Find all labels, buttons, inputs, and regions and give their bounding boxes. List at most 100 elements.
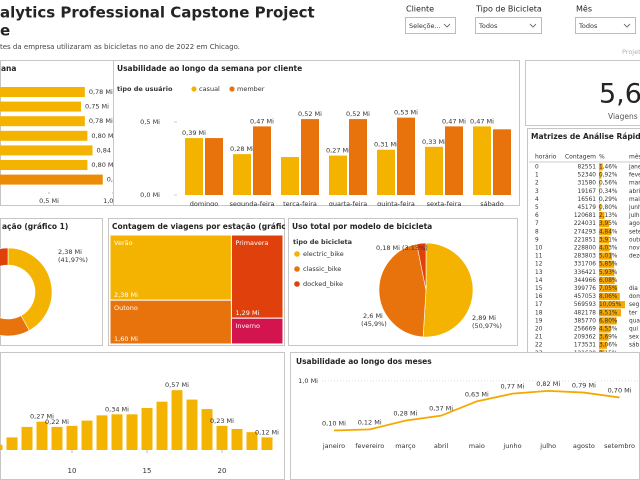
table-cell: 399776 [574,286,596,292]
table-cell: 5 [535,205,539,211]
filter-dropdown[interactable] [575,17,636,34]
table-data-bar [599,301,625,309]
table-data-bar [599,212,605,220]
panel [290,352,640,480]
donut-slice [0,247,9,267]
table-cell: agosto [629,221,640,227]
table-cell: 21 [535,335,543,341]
bar [0,87,85,97]
value-label: 0,52 Mi [346,110,370,118]
value-label: 0,47 Mi [250,117,274,125]
kpi-value: 5,67 [599,79,640,110]
legend-marker [229,86,235,92]
table-cell: 120681 [574,213,596,219]
table-cell: 3,06% [599,343,618,349]
bar [186,399,198,450]
table-data-bar [599,187,600,195]
table-cell: sex [629,335,639,341]
table-cell: 11 [535,254,543,260]
legend-label: member [237,85,265,93]
dropdown-chevron [529,23,537,28]
table-cell: 31580 [578,181,597,187]
filter-value: Seleçõe... [409,22,441,30]
bar [171,390,183,450]
value-label: 0,27 Mi [326,147,350,155]
bar [253,126,271,195]
bar [205,138,223,195]
x-tick-label: 0,5 Mi [39,197,59,205]
table-cell: 7 [535,221,539,227]
table-cell: 14 [535,278,543,284]
table-cell: junho [628,205,640,211]
value-label: 0,79 Mi [572,382,596,390]
bar [445,126,463,195]
table-data-bar [599,236,610,244]
page-subtitle: tes da empresa utilizaram as bicicletas … [0,43,240,51]
page-title: alytics Professional Capstone Project [0,4,315,22]
chart-title: Uso total por modelo de bicicleta [292,222,432,231]
table-cell: qua [629,318,640,324]
bar [231,429,243,450]
pie-slice [416,242,427,291]
bar [349,119,367,195]
table-cell: 256669 [574,327,596,333]
value-label: 0,27 Mi [30,413,54,421]
table-cell: 5,01% [599,254,618,260]
page-title-line2: e [0,22,10,40]
table-cell: 5,85% [599,262,618,268]
table-data-bar [599,341,607,349]
table-cell: 12 [535,262,543,268]
x-tick-label: agosto [573,442,595,450]
table-cell: 3 [535,189,539,195]
table-data-bar [599,179,601,187]
table-data-bar [599,268,615,276]
table-data-bar [599,260,615,268]
table-cell: 19167 [578,189,597,195]
table-cell: 45179 [578,205,597,211]
value-label: 0,78 Mi [89,88,113,96]
bar [0,444,3,450]
panel-content: ação (gráfico 1) 2,38 Mi (41,97%) [0,222,88,337]
table-cell: dia [629,286,638,292]
bar [156,401,168,450]
filter-value: Todos [578,22,598,30]
legend-marker [191,86,197,92]
bar [233,154,251,195]
table-cell: 0,80% [599,205,618,211]
table-data-bar [599,293,620,301]
table-cell: outubro [629,237,640,243]
table-title: Matrizes de Análise Rápida [531,132,640,141]
chart-title: ana [1,64,16,73]
legend-marker [294,266,300,272]
x-tick-label: março [395,442,415,450]
filter-dropdown[interactable] [405,17,456,34]
value-label: 0,22 Mi [45,418,69,426]
panel-content: 5,67 Viagens r [599,79,640,122]
filter-dropdown[interactable] [475,17,542,34]
value-label: 0,12 Mi [255,428,279,436]
value-label: 0,37 Mi [429,405,453,413]
table-cell: setembro [629,229,640,235]
x-tick-label: abril [434,442,449,450]
table-cell: 569593 [574,302,596,308]
table-data-bar [599,252,612,260]
value-label: 0,84 Mi [97,146,121,154]
bar [329,155,347,195]
panel-content: 0,27 Mi0,22 Mi 0,34 Mi 0,57 Mi 0,23 Mi 0,12 … [0,381,279,475]
legend-marker [294,251,300,257]
value-label: 0,28 Mi [230,145,254,153]
table-cell: 8,51% [599,310,618,316]
filter-value: Todos [478,22,498,30]
x-tick-label: domingo [190,200,218,208]
x-tick-label: quinta-feira [377,200,415,208]
table-cell: 4,84% [599,229,618,235]
table-cell: 17 [535,302,543,308]
table-cell: qui [629,327,638,333]
table-data-bar [599,276,615,284]
table-data-bar [599,244,610,252]
table-data-bar [599,228,612,236]
y-tick-label: 0,5 Mi [140,118,160,126]
bar [126,414,138,450]
